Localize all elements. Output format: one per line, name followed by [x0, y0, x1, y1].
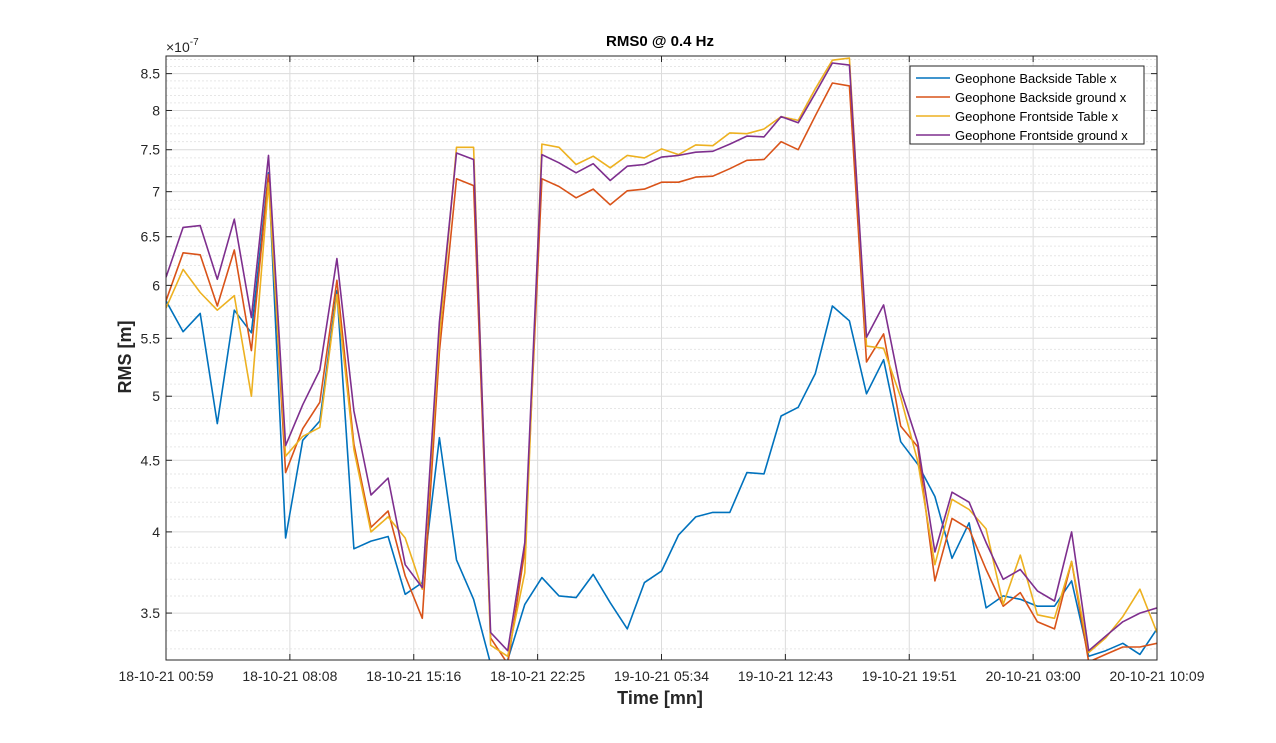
series-line-2	[166, 82, 1157, 660]
x-tick-label: 18-10-21 08:08	[242, 668, 337, 684]
y-tick-label: 6.5	[141, 229, 161, 245]
legend-entry: Geophone Backside Table x	[955, 71, 1117, 86]
x-tick-label: 19-10-21 05:34	[614, 668, 709, 684]
series-lines	[166, 57, 1157, 660]
grid	[165, 56, 1158, 660]
x-tick-label: 20-10-21 10:09	[1110, 668, 1205, 684]
x-tick-label: 19-10-21 12:43	[738, 668, 833, 684]
x-tick-label: 18-10-21 15:16	[366, 668, 461, 684]
y-tick-label: 6	[152, 277, 160, 293]
x-tick-label: 18-10-21 22:25	[490, 668, 585, 684]
y-tick-label: 7	[152, 184, 160, 200]
ticks: 3.5 4 4.5 5 5.5 6 6.5 7 7.5 8 8.5 18-10-21 00:59 18-…	[119, 56, 1205, 684]
y-exponent-label: ×10-7	[166, 37, 199, 55]
legend-box	[909, 65, 1145, 145]
y-exponent-power: -7	[190, 37, 199, 48]
x-tick-label: 19-10-21 19:51	[862, 668, 957, 684]
y-tick-label: 4.5	[141, 452, 161, 468]
y-tick-label: 4	[152, 524, 160, 540]
y-tick-label: 8.5	[141, 66, 161, 82]
x-tick-label: 20-10-21 03:00	[986, 668, 1081, 684]
y-tick-label: 7.5	[141, 142, 161, 158]
x-tick-label: 18-10-21 00:59	[119, 668, 214, 684]
x-axis-label: Time [mn]	[617, 688, 703, 708]
y-tick-label: 8	[152, 102, 160, 118]
legend-entry: Geophone Frontside Table x	[955, 109, 1119, 124]
series-line-4	[166, 62, 1157, 652]
y-axis-label: RMS [m]	[115, 321, 135, 394]
chart-title: RMS0 @ 0.4 Hz	[606, 33, 714, 50]
y-tick-label: 5	[152, 388, 160, 404]
y-tick-label: 3.5	[141, 605, 161, 621]
legend: Geophone Backside Table x Geophone Backsi…	[909, 65, 1145, 145]
legend-entry: Geophone Frontside ground x	[955, 128, 1128, 143]
y-tick-label: 5.5	[141, 330, 161, 346]
legend-entry: Geophone Backside ground x	[955, 90, 1127, 105]
